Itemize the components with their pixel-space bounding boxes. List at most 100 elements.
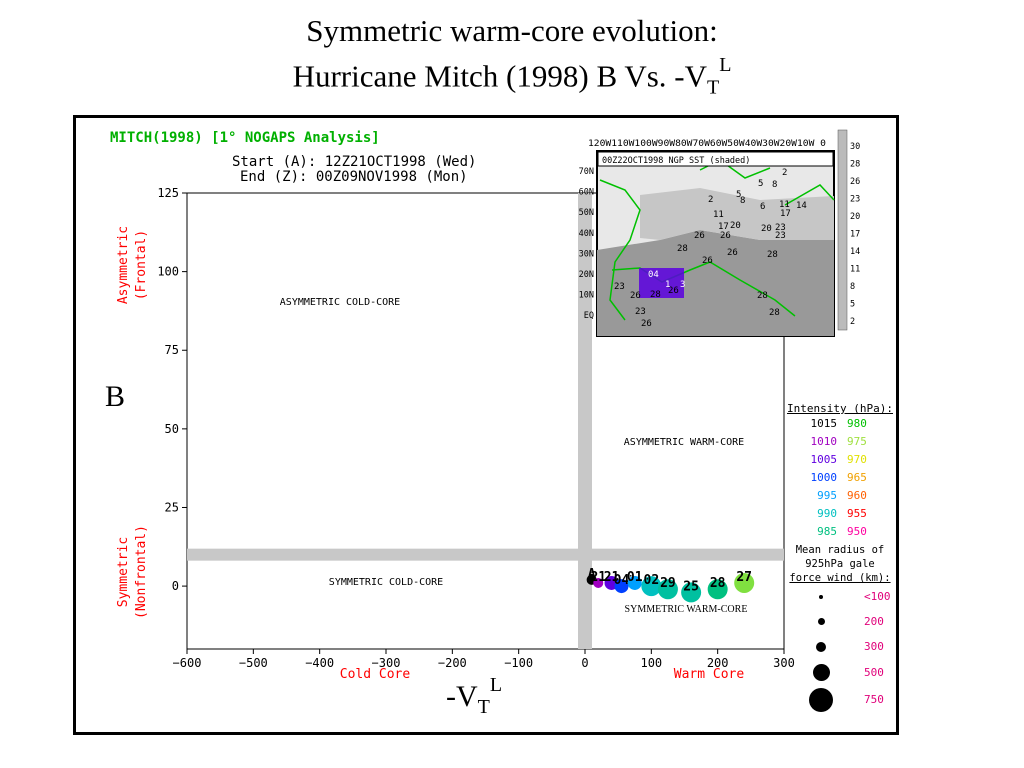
colorbar-label: 26 [850, 177, 860, 187]
y-tick-label: 125 [157, 186, 179, 200]
y-tick-label: 100 [157, 265, 179, 279]
inset-mid-sst [640, 188, 834, 240]
inset-map-number: 28 [677, 244, 688, 254]
inset-map-number: 26 [694, 231, 705, 241]
title-line-2-main: Hurricane Mitch (1998) B Vs. -V [292, 58, 707, 94]
inset-lat-label: 10N [579, 291, 594, 301]
intensity-value-left: 1010 [810, 435, 838, 448]
radius-row: 300 [784, 634, 896, 659]
inset-track-box [639, 268, 684, 298]
x-label-warm: Warm Core [674, 667, 745, 682]
intensity-row: 985 950 [784, 523, 896, 541]
inset-map-number: 26 [702, 256, 713, 266]
inset-map-number: 26 [720, 231, 731, 241]
inset-lat-label: EQ [584, 311, 594, 321]
start-line: Start (A): 12Z21OCT1998 (Wed) [232, 154, 476, 170]
colorbar-label: 8 [850, 282, 855, 292]
inset-lat-label: 40N [579, 229, 594, 239]
radius-value: 750 [864, 693, 884, 706]
data-point-label: 27 [736, 570, 752, 585]
radius-dot [819, 594, 823, 599]
inset-map-number: 8 [740, 196, 745, 206]
intensity-rows: 1015 980 1010 975 1005 970 1000 965 995 960 990 955… [784, 415, 896, 541]
inset-lat-label: 30N [579, 249, 594, 259]
quadrant-labels: ASYMMETRIC COLD-CORE ASYMMETRIC WARM-COR… [280, 297, 748, 615]
vt-sup: L [489, 674, 503, 696]
quadrant-asym-warm: ASYMMETRIC WARM-CORE [624, 437, 744, 448]
x-tick-label: −100 [504, 656, 533, 670]
vt-main: -V [446, 680, 478, 713]
radius-row: 200 [784, 609, 896, 634]
x-tick-label: −400 [305, 656, 334, 670]
quadrant-sym-cold: SYMMETRIC COLD-CORE [329, 577, 443, 588]
inset-map-number: 04 [648, 270, 659, 280]
radius-dot [809, 687, 833, 712]
data-point [614, 579, 629, 594]
radius-title-1: Mean radius of [795, 544, 885, 556]
inset-map-number: 28 [650, 290, 661, 300]
inset-lat-label: 70N [579, 167, 594, 177]
data-point [681, 582, 702, 603]
data-point-label: 01 [627, 570, 643, 585]
inset-map-number: 28 [767, 250, 778, 260]
colorbar-label: 23 [850, 195, 860, 205]
x-tick-label: −300 [372, 656, 401, 670]
inset-lon-labels: 120W110W100W90W80W70W60W50W40W30W20W10W … [588, 139, 826, 149]
intensity-row: 1005 970 [784, 451, 896, 469]
radius-row: 500 [784, 659, 896, 686]
data-point [593, 577, 604, 588]
inset-map-number: 23 [635, 307, 646, 317]
legend: Intensity (hPa): 1015 980 1010 975 1005 970 10… [784, 402, 896, 713]
y-axis-label: (Nonfrontal) [134, 525, 149, 619]
inset-map-number: 14 [796, 201, 807, 211]
data-point [707, 579, 728, 600]
data-point [641, 576, 662, 597]
title-line-2: Hurricane Mitch (1998) B Vs. -VTL [0, 50, 1024, 107]
intensity-row: 1015 980 [784, 415, 896, 433]
x-tick-label: 100 [640, 656, 662, 670]
title-line-1: Symmetric warm-core evolution: [306, 13, 718, 48]
b-axis-label: B [105, 380, 126, 413]
inset-map-number: 11 [779, 200, 790, 210]
inset-warm-sst [597, 230, 834, 336]
inset-map-number: 2 [782, 168, 787, 178]
data-point [627, 575, 642, 590]
plot-header: MITCH(1998) [1° NOGAPS Analysis] Start (… [110, 130, 476, 185]
inset-map-number: 23 [775, 223, 786, 233]
inset-coastline [599, 159, 835, 321]
vt-axis-label: -VTL [446, 674, 502, 719]
colorbar-label: 2 [850, 317, 855, 327]
radius-dot [816, 641, 826, 652]
data-point-label: 21 [604, 570, 620, 585]
intensity-value-right: 955 [847, 507, 867, 520]
x-tick-label: −200 [438, 656, 467, 670]
radius-value: 200 [864, 615, 884, 628]
colorbar-label: 5 [850, 300, 855, 310]
data-point-label: 04 [614, 573, 630, 588]
x-tick-label: −600 [173, 656, 202, 670]
intensity-row: 1000 965 [784, 469, 896, 487]
inset-map-number: 3 [680, 280, 685, 290]
y-tick-label: 0 [172, 579, 179, 593]
y-axis-label: Asymmetric [116, 226, 131, 304]
data-point-label: 25 [683, 579, 699, 594]
colorbar-label: 17 [850, 230, 860, 240]
x-tick-label: 0 [581, 656, 588, 670]
inset-map-number: 1 [665, 280, 670, 290]
y-tick-label: 25 [165, 500, 179, 514]
y-tick-label: 50 [165, 422, 179, 436]
quadrant-sym-warm: SYMMETRIC WARM-CORE [625, 604, 748, 615]
inset-map-number: 20 [730, 221, 741, 231]
intensity-value-left: 1000 [810, 471, 838, 484]
inset-map-number: 23 [614, 282, 625, 292]
intensity-value-right: 970 [847, 453, 867, 466]
intensity-value-left: 995 [817, 489, 837, 502]
data-point-label: 21 [590, 570, 606, 585]
inset-lat-label: 50N [579, 208, 594, 218]
inset-lat-labels: 70N 60N 50N 40N 30N 20N 10N EQ [579, 167, 594, 321]
radius-row: 750 [784, 686, 896, 713]
data-point [657, 579, 678, 600]
intensity-row: 1010 975 [784, 433, 896, 451]
